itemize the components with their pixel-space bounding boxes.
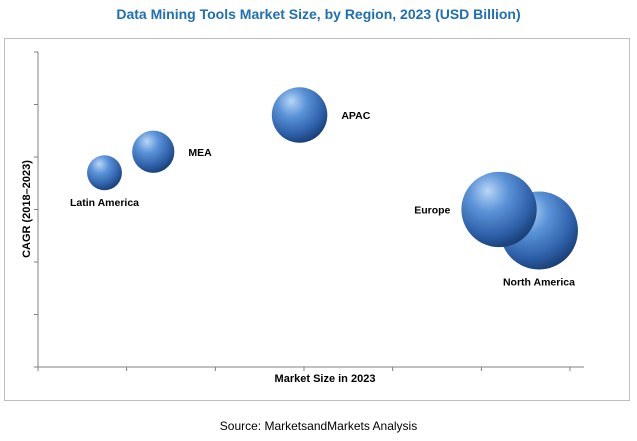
axes — [34, 51, 584, 371]
chart-title: Data Mining Tools Market Size, by Region… — [116, 6, 521, 22]
bubble-labels: Latin America MEA APAC Europe North America — [70, 110, 575, 289]
bubble-label-mea: MEA — [188, 147, 212, 159]
bubbles — [87, 87, 578, 270]
bubble-label-apac: APAC — [341, 110, 370, 122]
bubble-label-europe: Europe — [414, 205, 450, 217]
bubble-mea — [132, 130, 175, 173]
bubble-apac — [271, 87, 328, 143]
x-axis-title: Market Size in 2023 — [275, 373, 376, 385]
bubble-label-north-america: North America — [503, 277, 575, 289]
y-axis-title: CAGR (2018–2023) — [21, 160, 33, 258]
bubble-label-latin-america: Latin America — [70, 197, 139, 209]
bubble-latin-america — [87, 155, 122, 191]
plot-frame — [4, 38, 630, 401]
bubble-europe — [461, 171, 537, 248]
source-note: Source: MarketsandMarkets Analysis — [219, 419, 418, 433]
